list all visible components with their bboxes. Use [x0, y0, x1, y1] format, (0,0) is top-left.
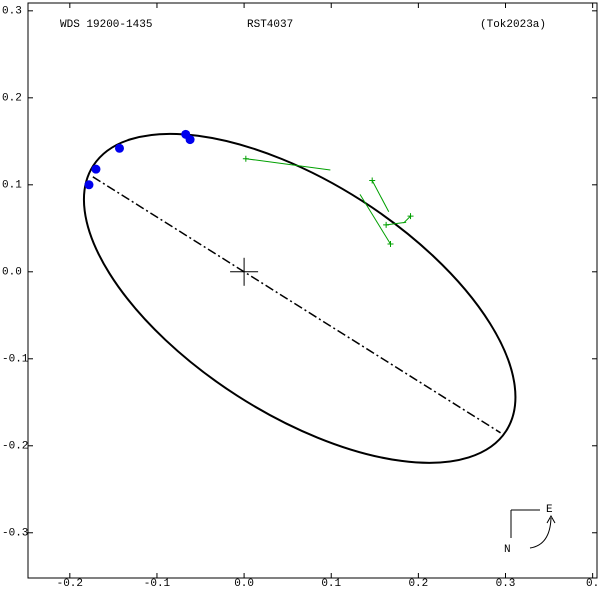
measure: [383, 221, 390, 228]
x-tick-label: 0.: [586, 578, 599, 590]
x-tick-label: 0.2: [408, 578, 428, 590]
residual: [386, 221, 407, 226]
measure: [369, 177, 376, 184]
y-tick-label: 0.2: [2, 93, 22, 105]
y-tick-label: 0.3: [2, 6, 22, 18]
measure: [242, 155, 249, 162]
residual: [245, 158, 331, 171]
annotation: RST4037: [247, 19, 293, 31]
x-tick-label: 0.3: [496, 578, 516, 590]
y-tick-label: -0.1: [2, 354, 29, 366]
annotation: (Tok2023a): [480, 19, 546, 31]
measure: [387, 240, 394, 247]
node-line: [92, 176, 501, 434]
y-tick-label: 0.1: [2, 180, 22, 192]
compass-arrowhead: [546, 514, 556, 524]
compass-east: E: [546, 504, 553, 516]
point: [185, 135, 195, 145]
x-tick-label: -0.2: [57, 578, 83, 590]
x-tick-label: 0.0: [234, 578, 254, 590]
point: [84, 180, 94, 190]
annotation: WDS 19200-1435: [60, 19, 152, 31]
y-tick-label: -0.3: [2, 528, 28, 540]
y-tick-label: -0.2: [2, 441, 28, 453]
residual: [403, 215, 411, 224]
x-tick-label: -0.1: [144, 578, 171, 590]
point: [114, 143, 124, 153]
compass: E N: [504, 504, 556, 556]
y-tick-label: 0.0: [2, 267, 22, 279]
compass-arrow: [529, 517, 552, 549]
point: [91, 164, 101, 174]
x-tick-label: 0.1: [321, 578, 341, 590]
plot-frame: [27, 2, 598, 579]
residual: [359, 194, 391, 245]
measure: [407, 213, 414, 220]
residual: [371, 180, 390, 213]
compass-north: N: [504, 544, 511, 556]
